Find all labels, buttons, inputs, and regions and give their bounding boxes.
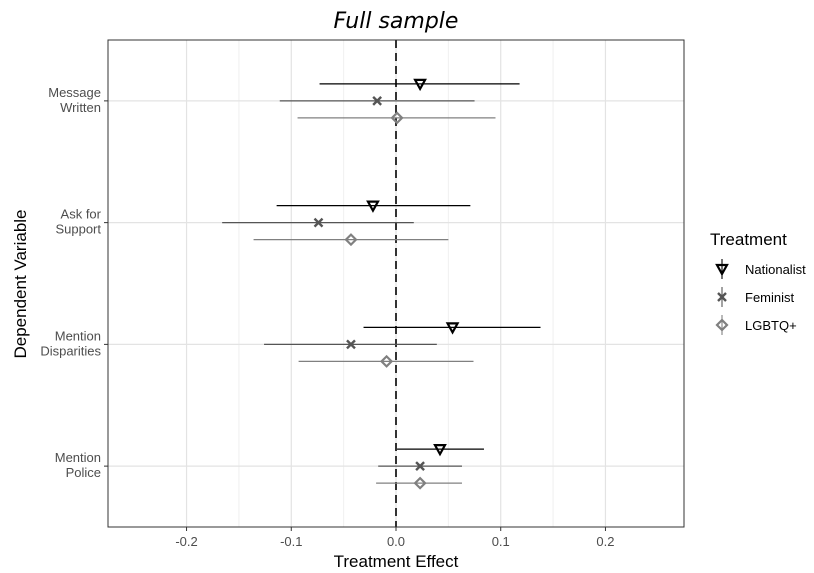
y-tick-label: Mention Police (55, 450, 101, 480)
cross-stroke (717, 292, 727, 302)
legend-key-marker (715, 263, 729, 277)
x-tick-label: 0.2 (596, 534, 614, 549)
y-tick-label-line: Message (48, 85, 101, 100)
point-estimate (445, 322, 460, 335)
cross-stroke (415, 461, 425, 471)
point-estimate (413, 78, 427, 92)
legend-key-marker (717, 292, 727, 302)
x-axis-ticks: -0.2 -0.1 0.0 0.1 0.2 (175, 527, 614, 549)
point-estimate (413, 476, 427, 490)
x-tick-label: -0.1 (280, 534, 302, 549)
cross-stroke (372, 96, 382, 106)
legend: Treatment Nationalist Feminist LGBTQ+ (710, 230, 806, 335)
x-tick-label: 0.0 (387, 534, 405, 549)
point-estimate (390, 111, 404, 125)
point-estimate (372, 96, 382, 106)
cross-stroke (346, 339, 356, 350)
y-tick-label-line: Support (55, 222, 101, 237)
point-estimate (433, 444, 447, 457)
legend-label: Feminist (745, 290, 795, 305)
x-axis-title: Treatment Effect (334, 552, 459, 571)
legend-key-marker (715, 318, 729, 332)
cross-stroke (313, 217, 324, 228)
y-tick-label-line: Disparities (40, 343, 101, 358)
y-tick-label-line: Ask for (61, 207, 102, 222)
legend-title: Treatment (710, 230, 787, 249)
legend-label: LGBTQ+ (745, 318, 797, 333)
point-estimate (415, 461, 425, 471)
y-tick-label: Mention Disparities (40, 328, 101, 358)
y-tick-label: Ask for Support (55, 207, 101, 237)
y-tick-label-line: Mention (55, 450, 101, 465)
point-estimate (344, 233, 358, 247)
x-tick-label: -0.2 (175, 534, 197, 549)
y-tick-label-line: Written (60, 100, 101, 115)
x-tick-label: 0.1 (492, 534, 510, 549)
y-axis-title: Dependent Variable (11, 209, 30, 358)
y-tick-label-line: Mention (55, 328, 101, 343)
y-tick-label: Message Written (48, 85, 101, 115)
point-estimate (346, 339, 356, 350)
chart-title: Full sample (334, 9, 459, 34)
data-marks (222, 78, 541, 490)
point-estimate (366, 200, 380, 213)
point-estimate (313, 217, 324, 228)
legend-label: Nationalist (745, 262, 806, 277)
y-tick-label-line: Police (66, 465, 101, 480)
point-estimate (380, 354, 394, 368)
